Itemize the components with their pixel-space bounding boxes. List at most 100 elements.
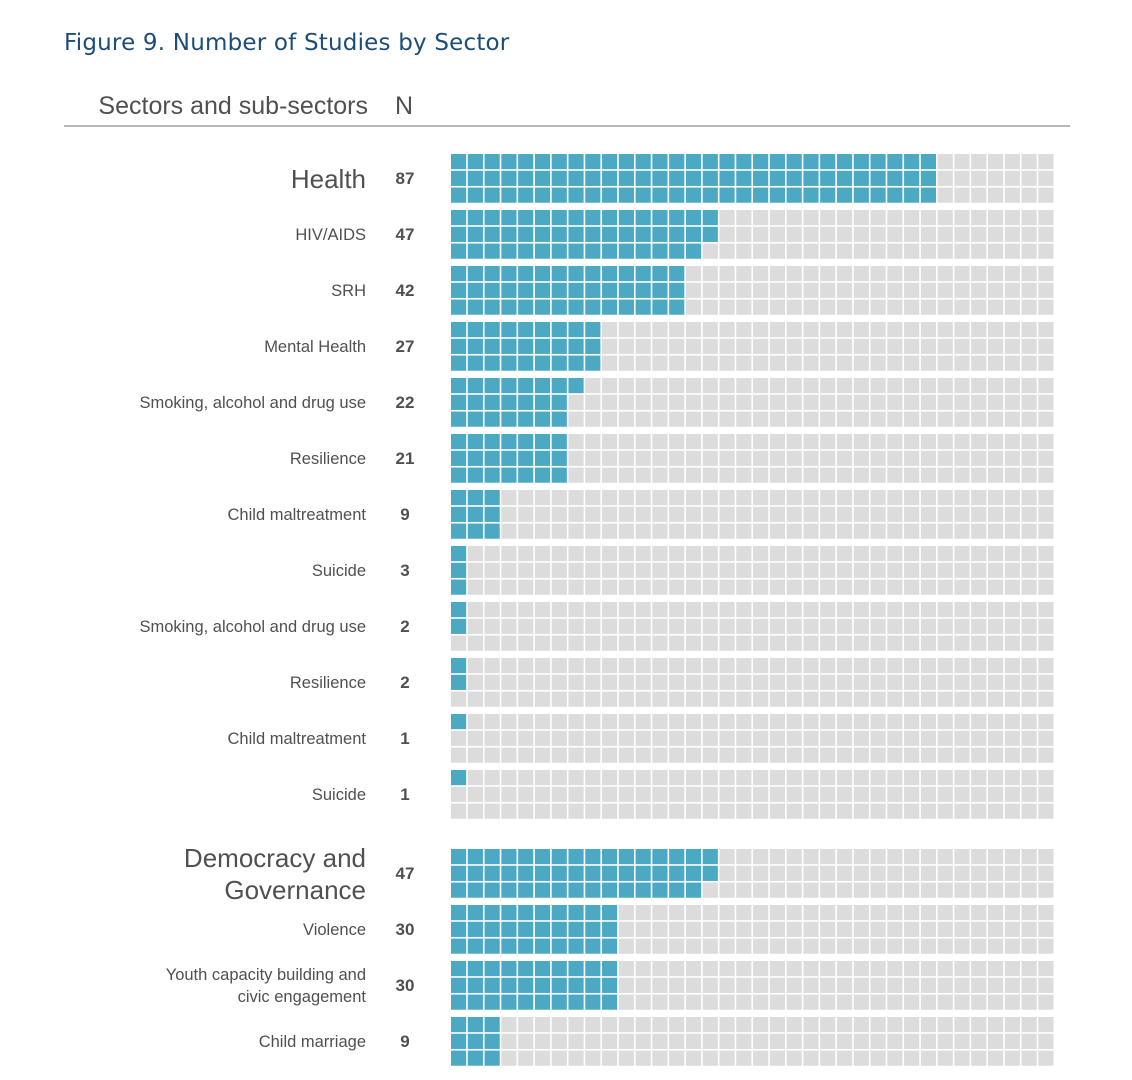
waffle-cell-filled xyxy=(484,154,500,170)
waffle-cell-filled xyxy=(602,977,618,993)
waffle-cell-empty xyxy=(971,1017,987,1033)
waffle-cell-empty xyxy=(820,467,836,483)
waffle-cell-empty xyxy=(501,523,517,539)
waffle-cell-empty xyxy=(652,1033,668,1049)
waffle-cell-empty xyxy=(1038,714,1054,730)
waffle-cell-empty xyxy=(719,394,735,410)
waffle-cell-empty xyxy=(669,378,685,394)
waffle-cell-empty xyxy=(736,394,752,410)
count-value: 47 xyxy=(395,864,415,884)
waffle-cell-empty xyxy=(1021,434,1037,450)
waffle-cell-empty xyxy=(635,394,651,410)
waffle-cell-filled xyxy=(518,170,534,186)
waffle-cell-empty xyxy=(887,467,903,483)
waffle-cell-filled xyxy=(467,322,483,338)
waffle-cell-filled xyxy=(652,299,668,315)
waffle-cell-empty xyxy=(484,770,500,786)
waffle-cell-empty xyxy=(769,658,785,674)
waffle-cell-empty xyxy=(568,506,584,522)
waffle-cell-filled xyxy=(484,1050,500,1066)
waffle-cell-empty xyxy=(1004,714,1020,730)
waffle-cell-empty xyxy=(987,450,1004,466)
waffle-cell-empty xyxy=(971,747,987,763)
waffle-cell-empty xyxy=(652,411,668,427)
waffle-cell-empty xyxy=(1021,1033,1037,1049)
waffle-cell-empty xyxy=(904,394,920,410)
waffle-cell-empty xyxy=(1038,299,1054,315)
subsector-label: Suicide xyxy=(311,786,366,805)
waffle-cell-empty xyxy=(803,210,819,226)
waffle-cell-filled xyxy=(836,154,853,170)
waffle-cell-empty xyxy=(920,849,937,865)
waffle-cell-empty xyxy=(769,994,785,1010)
waffle-cell-filled xyxy=(518,849,534,865)
waffle-cell-empty xyxy=(534,1017,551,1033)
waffle-cell-empty xyxy=(803,394,819,410)
waffle-cell-empty xyxy=(820,803,836,819)
waffle-cell-filled xyxy=(518,355,534,371)
waffle-cell-empty xyxy=(820,674,836,690)
waffle-cell-filled xyxy=(467,1050,483,1066)
waffle-cell-filled xyxy=(853,187,869,203)
waffle-cell-empty xyxy=(971,506,987,522)
waffle-cell-filled xyxy=(467,338,483,354)
waffle-cell-empty xyxy=(753,579,769,595)
waffle-cell-empty xyxy=(853,562,869,578)
waffle-cell-empty xyxy=(753,299,769,315)
waffle-cell-filled xyxy=(484,961,500,977)
waffle-cell-empty xyxy=(736,618,752,634)
waffle-cell-empty xyxy=(920,243,937,259)
waffle-cell-empty xyxy=(618,411,634,427)
waffle-cell-filled xyxy=(602,282,618,298)
waffle-cell-empty xyxy=(971,562,987,578)
waffle-cell-empty xyxy=(652,523,668,539)
waffle-cell-empty xyxy=(803,1050,819,1066)
waffle-cell-filled xyxy=(652,882,668,898)
waffle-cell-empty xyxy=(585,635,601,651)
waffle-cell-empty xyxy=(853,506,869,522)
waffle-cell-empty xyxy=(702,579,718,595)
waffle-cell-empty xyxy=(467,618,483,634)
waffle-cell-empty xyxy=(836,394,853,410)
waffle-cell-empty xyxy=(803,490,819,506)
waffle-cell-empty xyxy=(803,355,819,371)
waffle-cell-empty xyxy=(954,905,970,921)
waffle-cell-empty xyxy=(702,338,718,354)
count-value: 1 xyxy=(400,785,410,805)
waffle-cell-empty xyxy=(719,770,735,786)
waffle-cell-filled xyxy=(484,210,500,226)
waffle-cell-empty xyxy=(904,602,920,618)
waffle-cell-filled xyxy=(736,187,752,203)
waffle-row-1 xyxy=(451,210,1054,259)
waffle-cell-empty xyxy=(1021,747,1037,763)
waffle-cell-empty xyxy=(1004,770,1020,786)
waffle-cell-empty xyxy=(635,747,651,763)
waffle-cell-empty xyxy=(736,450,752,466)
waffle-cell-empty xyxy=(1021,865,1037,881)
waffle-cell-empty xyxy=(786,747,802,763)
waffle-cell-empty xyxy=(467,691,483,707)
waffle-cell-filled xyxy=(501,378,517,394)
waffle-cell-empty xyxy=(887,730,903,746)
waffle-cell-empty xyxy=(920,938,937,954)
waffle-cell-empty xyxy=(937,674,953,690)
waffle-cell-empty xyxy=(602,658,618,674)
waffle-cell-empty xyxy=(669,691,685,707)
waffle-cell-empty xyxy=(618,546,634,562)
waffle-cell-filled xyxy=(551,849,567,865)
waffle-cell-empty xyxy=(937,170,953,186)
waffle-cell-empty xyxy=(685,523,702,539)
waffle-cell-empty xyxy=(937,490,953,506)
header-divider xyxy=(64,125,1070,127)
waffle-cell-filled xyxy=(585,154,601,170)
waffle-cell-empty xyxy=(887,921,903,937)
waffle-cell-empty xyxy=(853,618,869,634)
waffle-cell-empty xyxy=(568,394,584,410)
waffle-cell-empty xyxy=(753,938,769,954)
waffle-cell-empty xyxy=(987,674,1004,690)
waffle-cell-empty xyxy=(1004,355,1020,371)
waffle-cell-filled xyxy=(467,434,483,450)
waffle-cell-filled xyxy=(551,355,567,371)
waffle-cell-empty xyxy=(987,921,1004,937)
waffle-cell-empty xyxy=(1038,921,1054,937)
